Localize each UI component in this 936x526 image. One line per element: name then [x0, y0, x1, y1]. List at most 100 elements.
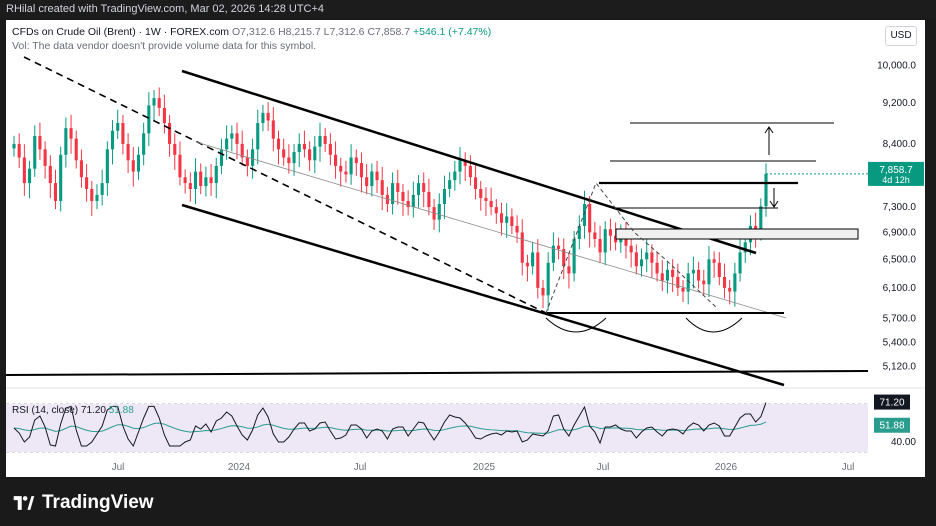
pullback-arrowhead-down [769, 200, 779, 208]
candle-body [489, 200, 493, 208]
candle-body [69, 128, 73, 139]
consolidation-zone [615, 228, 859, 240]
candle-body [671, 269, 675, 277]
currency-button[interactable]: USD [885, 26, 917, 46]
candle-body [116, 122, 120, 131]
candle-body [608, 229, 612, 236]
candle-body [100, 183, 104, 195]
price-axis-label: 5,700.0 [883, 313, 917, 324]
candle-body [344, 171, 348, 175]
candle-body [728, 287, 732, 292]
candle-body [531, 252, 535, 267]
candle-body [396, 183, 400, 192]
candle-body [515, 225, 519, 233]
candle-body [271, 120, 275, 139]
candle-body [105, 149, 109, 184]
candle-body [567, 266, 571, 274]
channel-lower-line [181, 203, 785, 387]
zigzag-pattern [545, 181, 719, 314]
tradingview-logo-icon [13, 496, 35, 510]
candle-body [261, 112, 265, 123]
rsi-legend: RSI (14, close) 71.20 51.88 [12, 405, 134, 416]
candle-body [370, 171, 374, 187]
candle-body [204, 177, 208, 187]
candle-body [743, 242, 747, 253]
chart-panel[interactable]: 10,000.0 9,200.0 8,400.0 7,300.0 6,900.0 6,50… [6, 20, 925, 477]
ohlc-high: H8,215.7 [278, 26, 321, 38]
candle-body [121, 122, 125, 144]
time-axis-label: Jul [112, 462, 125, 473]
ohlc-open: O7,312.6 [231, 26, 276, 38]
candle-body [152, 98, 156, 106]
time-axis-label: 2024 [228, 462, 251, 473]
candle-body [686, 273, 690, 292]
candle-body [510, 216, 514, 226]
candle-body [199, 171, 203, 187]
candle-body [717, 262, 721, 277]
candle-body [474, 177, 478, 189]
rsi-value-legend: 71.20 [80, 405, 106, 416]
candle-body [479, 188, 483, 198]
rsi-label: RSI (14, close) [12, 405, 79, 416]
candle-body [468, 165, 472, 178]
candle-body [188, 183, 192, 189]
channel-upper-line [181, 69, 757, 255]
price-axis-label: 6,500.0 [883, 254, 917, 265]
candle-body [240, 143, 244, 158]
tradingview-logo[interactable]: TradingView [12, 492, 154, 514]
candle-body [48, 165, 52, 184]
candle-body [572, 239, 576, 274]
candle-body [380, 180, 384, 195]
candle-body [598, 239, 602, 253]
candle-body [162, 107, 166, 123]
candle-body [525, 262, 529, 267]
candle-body [645, 252, 649, 260]
dashed-trendline [23, 56, 547, 314]
candle-body [639, 259, 644, 267]
price-axis-label: 6,100.0 [883, 283, 917, 294]
candle-body [79, 160, 83, 178]
candle-body [110, 130, 115, 150]
candle-body [660, 273, 664, 281]
candle-body [427, 191, 431, 208]
footer: TradingView [0, 477, 936, 526]
candle-body [292, 152, 296, 164]
price-axis-label: 7,300.0 [883, 202, 917, 213]
candle-body [245, 157, 249, 166]
candle-body [22, 157, 26, 184]
candle-body [359, 163, 364, 178]
candle-body [603, 229, 607, 253]
candle-body [702, 280, 706, 285]
candle-body [422, 183, 426, 192]
candle-body [183, 177, 187, 184]
candle-body [707, 259, 711, 285]
candle-body [230, 133, 234, 139]
candle-body [442, 188, 447, 205]
candle-body [131, 160, 135, 172]
rsi-ma-value-legend: 51.88 [108, 405, 134, 416]
candle-body [453, 171, 457, 181]
brand-name: TradingView [42, 492, 154, 513]
candle-body [339, 165, 343, 172]
candle-body [251, 149, 255, 166]
price-axis-label: 8,400.0 [883, 139, 917, 150]
attribution-bar: RHilal created with TradingView.com, Mar… [0, 0, 936, 18]
time-axis-label: Jul [354, 462, 367, 473]
candle-body [629, 245, 633, 253]
time-axis-label: Jul [842, 462, 855, 473]
candle-body [577, 225, 581, 240]
time-axis-label: 2025 [473, 462, 496, 473]
price-chart[interactable]: 10,000.0 9,200.0 8,400.0 7,300.0 6,900.0 6,50… [6, 20, 925, 477]
candle-body [375, 171, 379, 181]
candle-body [556, 245, 561, 250]
price-axis-label: 5,120.0 [883, 362, 917, 373]
candle-body [328, 143, 332, 155]
candle-body [28, 168, 32, 184]
candle-body [90, 188, 94, 201]
candle-body [178, 154, 182, 178]
candle-body [85, 177, 89, 189]
ohlc-low: L7,312.6 [323, 26, 365, 38]
candle-body [235, 133, 239, 144]
candle-body [499, 213, 504, 223]
candle-body [448, 180, 452, 189]
